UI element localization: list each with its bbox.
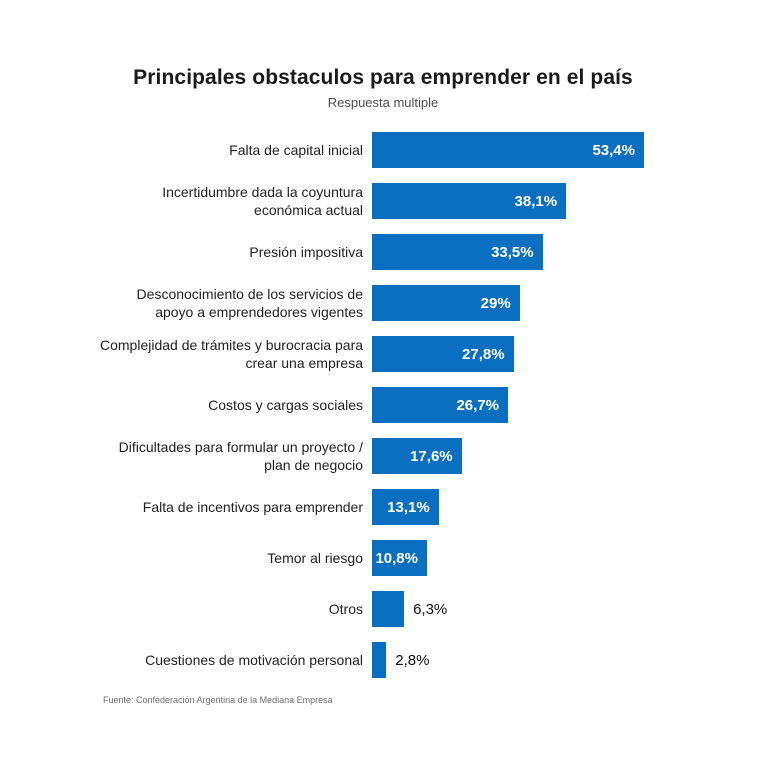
bar-row: Temor al riesgo 10,8% [100, 540, 666, 576]
bar: 27,8% [372, 336, 514, 372]
chart-subtitle: Respuesta multiple [327, 95, 439, 110]
bar-row: Presión impositiva 33,5% [100, 234, 666, 270]
bar-area: 2,8% [372, 642, 644, 678]
bar-area: 27,8% [372, 336, 644, 372]
bar-row: Dificultades para formular un proyecto /… [100, 438, 666, 474]
value-label-inside: 33,5% [491, 243, 534, 261]
bar-area: 6,3% [372, 591, 644, 627]
value-label-inside: 13,1% [387, 498, 430, 516]
category-label: Falta de incentivos para emprender [142, 498, 363, 515]
value-label-outside: 6,3% [413, 600, 448, 618]
value-label-inside: 38,1% [514, 192, 558, 210]
category-label: Falta de capital inicial [229, 141, 363, 158]
bar: 10,8% [372, 540, 427, 576]
page-title: Principales obstaculos para emprender en… [133, 66, 633, 89]
bar: 17,6% [372, 438, 462, 474]
bar-row: Desconocimiento de los servicios de apoy… [100, 285, 666, 321]
bar: 53,4% [372, 132, 644, 168]
value-label-outside: 2,8% [395, 651, 430, 669]
bar-area: 13,1% [372, 489, 644, 525]
bar-row: Falta de incentivos para emprender 13,1% [100, 489, 666, 525]
bar [372, 642, 387, 678]
category-label: Cuestiones de motivación personal [145, 651, 363, 668]
category-label: Otros [328, 600, 363, 617]
bar-row: Falta de capital inicial 53,4% [100, 132, 666, 168]
bar-area: 53,4% [372, 132, 644, 168]
bar-area: 29% [372, 285, 644, 321]
bar: 33,5% [372, 234, 543, 270]
category-label: Dificultades para formular un proyecto /… [118, 438, 363, 473]
value-label-inside: 53,4% [592, 141, 635, 159]
bar-area: 33,5% [372, 234, 644, 270]
bar: 38,1% [372, 183, 567, 219]
bar-area: 26,7% [372, 387, 644, 423]
bar-area: 10,8% [372, 540, 644, 576]
value-label-inside: 17,6% [410, 447, 453, 465]
value-label-inside: 26,7% [456, 396, 499, 414]
chart-header: Principales obstaculos para emprender en… [100, 66, 666, 110]
bar: 29% [372, 285, 520, 321]
value-label-inside: 27,8% [462, 345, 505, 363]
bar-area: 38,1% [372, 183, 644, 219]
bar: 13,1% [372, 489, 439, 525]
bar-row: Otros 6,3% [100, 591, 666, 627]
bar: 26,7% [372, 387, 508, 423]
category-label: Temor al riesgo [267, 549, 363, 566]
value-label-inside: 29% [480, 294, 511, 312]
bar [372, 591, 405, 627]
category-label: Desconocimiento de los servicios de apoy… [136, 285, 363, 320]
category-label: Incertidumbre dada la coyuntura económic… [162, 183, 363, 218]
bar-row: Cuestiones de motivación personal 2,8% [100, 642, 666, 678]
chart-container: Principales obstaculos para emprender en… [100, 66, 666, 678]
category-label: Costos y cargas sociales [208, 396, 363, 413]
bar-row: Costos y cargas sociales 26,7% [100, 387, 666, 423]
value-label-inside: 10,8% [375, 549, 418, 567]
bar-row: Complejidad de trámites y burocracia par… [100, 336, 666, 372]
category-label: Complejidad de trámites y burocracia par… [100, 336, 364, 371]
bar-rows: Falta de capital inicial 53,4% Incertidu… [100, 132, 666, 678]
source-note: Fuente: Confederación Argentina de la Me… [103, 695, 333, 705]
category-label: Presión impositiva [249, 243, 363, 260]
bar-row: Incertidumbre dada la coyuntura económic… [100, 183, 666, 219]
bar-area: 17,6% [372, 438, 644, 474]
